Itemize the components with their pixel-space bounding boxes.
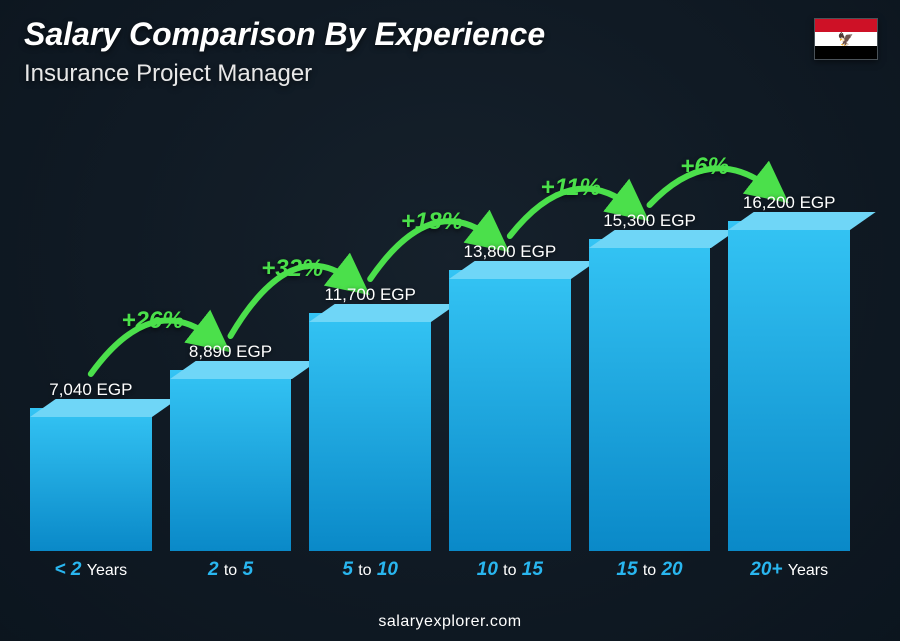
bar-1: 8,890 EGP bbox=[170, 342, 292, 551]
bar-shape bbox=[728, 221, 850, 551]
bar-value-label: 11,700 EGP bbox=[325, 285, 416, 305]
bar-shape bbox=[30, 408, 152, 551]
bars-container: 7,040 EGP 8,890 EGP 11,700 EGP 13,800 EGP 15… bbox=[30, 110, 850, 551]
bar-front-face bbox=[170, 370, 292, 551]
flag-emblem-icon: 🦅 bbox=[838, 32, 854, 45]
x-label: 2 to 5 bbox=[170, 551, 292, 591]
bar-top-face bbox=[589, 230, 736, 248]
country-flag-egypt: 🦅 bbox=[814, 18, 878, 60]
page-subtitle: Insurance Project Manager bbox=[24, 60, 312, 88]
bar-2: 11,700 EGP bbox=[309, 285, 431, 551]
bar-4: 15,300 EGP bbox=[589, 211, 711, 551]
bar-shape bbox=[309, 313, 431, 551]
x-label: 5 to 10 bbox=[309, 551, 431, 591]
flag-stripe-white: 🦅 bbox=[815, 32, 877, 45]
bar-front-face bbox=[309, 313, 431, 551]
flag-stripe-red bbox=[815, 19, 877, 32]
flag-stripe-black bbox=[815, 46, 877, 59]
bar-top-face bbox=[728, 212, 875, 230]
x-label: 10 to 15 bbox=[449, 551, 571, 591]
bar-top-face bbox=[30, 399, 177, 417]
bar-shape bbox=[170, 370, 292, 551]
x-label: 20+ Years bbox=[728, 551, 850, 591]
bar-top-face bbox=[449, 261, 596, 279]
bar-0: 7,040 EGP bbox=[30, 380, 152, 551]
x-label: 15 to 20 bbox=[589, 551, 711, 591]
bar-3: 13,800 EGP bbox=[449, 242, 571, 551]
footer-attribution: salaryexplorer.com bbox=[0, 613, 900, 631]
bar-shape bbox=[589, 239, 711, 551]
page-title: Salary Comparison By Experience bbox=[24, 16, 545, 53]
salary-bar-chart: +26%+32%+18%+11%+6% 7,040 EGP8,890 EGP11… bbox=[30, 110, 850, 591]
bar-5: 16,200 EGP bbox=[728, 193, 850, 551]
bar-front-face bbox=[728, 221, 850, 551]
bar-front-face bbox=[449, 270, 571, 551]
bar-value-label: 7,040 EGP bbox=[49, 380, 132, 400]
bar-top-face bbox=[309, 304, 456, 322]
bar-front-face bbox=[589, 239, 711, 551]
bar-shape bbox=[449, 270, 571, 551]
bar-value-label: 8,890 EGP bbox=[189, 342, 272, 362]
x-label: < 2 Years bbox=[30, 551, 152, 591]
x-labels-container: < 2 Years 2 to 5 5 to 10 10 to 15 15 to 20 20… bbox=[30, 551, 850, 591]
bar-front-face bbox=[30, 408, 152, 551]
bar-value-label: 13,800 EGP bbox=[464, 242, 557, 262]
infographic-stage: Salary Comparison By Experience Insuranc… bbox=[0, 0, 900, 641]
bar-value-label: 16,200 EGP bbox=[743, 193, 836, 213]
bar-value-label: 15,300 EGP bbox=[603, 211, 696, 231]
bar-top-face bbox=[170, 361, 317, 379]
